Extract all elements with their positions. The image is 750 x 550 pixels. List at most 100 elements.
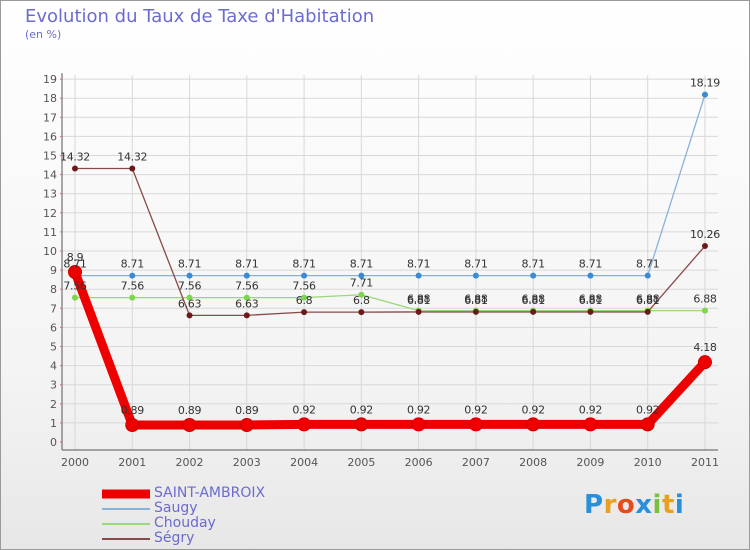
data-point-saint-ambroix	[125, 418, 140, 433]
series-line-s-gry	[74, 167, 706, 317]
y-tick-label: 17	[43, 111, 57, 124]
data-point-s-gry	[530, 308, 537, 315]
x-tick-label: 2002	[176, 456, 204, 469]
data-label-saint-ambroix: 8.9	[67, 251, 84, 264]
data-point-s-gry	[129, 165, 136, 172]
data-label-s-gry: 6.81	[522, 294, 545, 307]
legend-swatch	[102, 507, 150, 510]
data-point-saint-ambroix	[411, 417, 426, 432]
data-point-saint-ambroix	[239, 418, 254, 433]
data-label-s-gry: 6.8	[353, 294, 370, 307]
data-point-s-gry	[301, 309, 308, 316]
data-point-saint-ambroix	[354, 417, 369, 432]
y-tick-label: 12	[43, 207, 57, 220]
data-point-s-gry	[243, 312, 250, 319]
chart-subtitle: (en %)	[25, 28, 62, 41]
data-label-saugy: 8.71	[407, 258, 430, 271]
y-tick-label: 5	[50, 341, 57, 354]
y-tick-label: 19	[43, 73, 57, 86]
y-tick-label: 18	[43, 92, 57, 105]
data-point-s-gry	[358, 309, 365, 316]
y-tick-label: 16	[43, 130, 57, 143]
data-point-saint-ambroix	[640, 417, 655, 432]
series-line-saugy	[74, 93, 706, 277]
data-label-saint-ambroix: 0.92	[292, 403, 315, 416]
data-point-saugy	[129, 272, 136, 279]
data-label-chouday: 6.88	[693, 293, 717, 306]
data-point-saint-ambroix	[526, 417, 541, 432]
x-tick-label: 2000	[61, 456, 89, 469]
x-tick-label: 2011	[691, 456, 719, 469]
data-label-saugy: 8.71	[636, 258, 659, 271]
data-label-saugy: 8.71	[292, 258, 315, 271]
legend-swatch	[102, 489, 150, 498]
data-point-saugy	[358, 272, 365, 279]
data-label-saugy: 8.71	[178, 258, 201, 271]
y-tick-label: 13	[43, 188, 57, 201]
x-tick-label: 2009	[576, 456, 604, 469]
legend-swatch	[102, 537, 150, 540]
y-tick-label: 9	[50, 264, 57, 277]
data-label-chouday: 6.88	[522, 293, 546, 306]
data-label-s-gry: 6.81	[636, 294, 659, 307]
data-label-saint-ambroix: 0.92	[464, 403, 487, 416]
data-point-saint-ambroix	[468, 417, 483, 432]
data-label-saugy: 8.71	[464, 258, 487, 271]
data-label-saugy: 18.19	[690, 77, 720, 90]
proxiti-logo: Proxiti	[584, 490, 685, 520]
data-point-chouday	[129, 294, 136, 301]
data-point-saint-ambroix	[297, 417, 312, 432]
y-tick-label: 10	[43, 245, 57, 258]
data-label-s-gry: 6.81	[407, 294, 430, 307]
data-label-s-gry: 14.32	[117, 150, 147, 163]
data-point-saugy	[472, 272, 479, 279]
data-point-s-gry	[644, 308, 651, 315]
data-label-s-gry: 6.8	[296, 294, 313, 307]
y-tick-label: 1	[50, 417, 57, 430]
data-point-chouday	[186, 294, 193, 301]
data-point-saint-ambroix	[68, 265, 82, 280]
y-tick-label: 6	[50, 321, 57, 334]
data-label-saugy: 8.71	[121, 258, 144, 271]
legend-label: Chouday	[154, 515, 216, 531]
data-label-saint-ambroix: 4.18	[693, 341, 717, 354]
chart-title: Evolution du Taux de Taxe d'Habitation	[25, 6, 375, 27]
data-point-chouday	[301, 294, 308, 301]
y-tick-label: 0	[50, 436, 57, 449]
y-tick-label: 3	[50, 379, 57, 392]
data-label-saint-ambroix: 0.92	[350, 403, 373, 416]
data-point-saugy	[186, 272, 193, 279]
data-point-saugy	[701, 91, 708, 98]
data-point-saugy	[644, 272, 651, 279]
data-label-s-gry: 6.81	[464, 294, 487, 307]
data-label-chouday: 6.88	[636, 293, 660, 306]
data-point-s-gry	[186, 312, 193, 319]
data-label-saugy: 8.71	[350, 258, 373, 271]
data-point-saint-ambroix	[182, 418, 197, 433]
data-point-saugy	[243, 272, 250, 279]
data-label-saint-ambroix: 0.89	[121, 404, 145, 417]
legend-swatch	[102, 522, 150, 525]
data-point-s-gry	[587, 308, 594, 315]
y-tick-label: 7	[50, 302, 57, 315]
data-label-saint-ambroix: 0.92	[407, 403, 430, 416]
data-label-saugy: 8.71	[579, 258, 602, 271]
legend-label: SAINT-AMBROIX	[154, 485, 266, 501]
series-line-chouday	[74, 294, 706, 312]
data-point-saugy	[415, 272, 422, 279]
data-point-saugy	[301, 272, 308, 279]
data-label-saint-ambroix: 0.92	[636, 403, 659, 416]
legend-label: Ségry	[154, 530, 195, 546]
data-label-saint-ambroix: 0.89	[178, 404, 202, 417]
data-label-chouday: 6.88	[407, 293, 431, 306]
data-label-saugy: 8.71	[63, 258, 86, 271]
data-label-chouday: 6.88	[464, 293, 488, 306]
series-line-saint-ambroix	[70, 267, 710, 430]
data-label-chouday: 7.56	[235, 280, 259, 293]
x-tick-label: 2010	[634, 456, 662, 469]
data-point-chouday	[72, 294, 78, 301]
legend-label: Saugy	[154, 500, 198, 516]
data-label-chouday: 7.71	[350, 277, 373, 290]
data-label-chouday: 7.56	[121, 280, 145, 293]
